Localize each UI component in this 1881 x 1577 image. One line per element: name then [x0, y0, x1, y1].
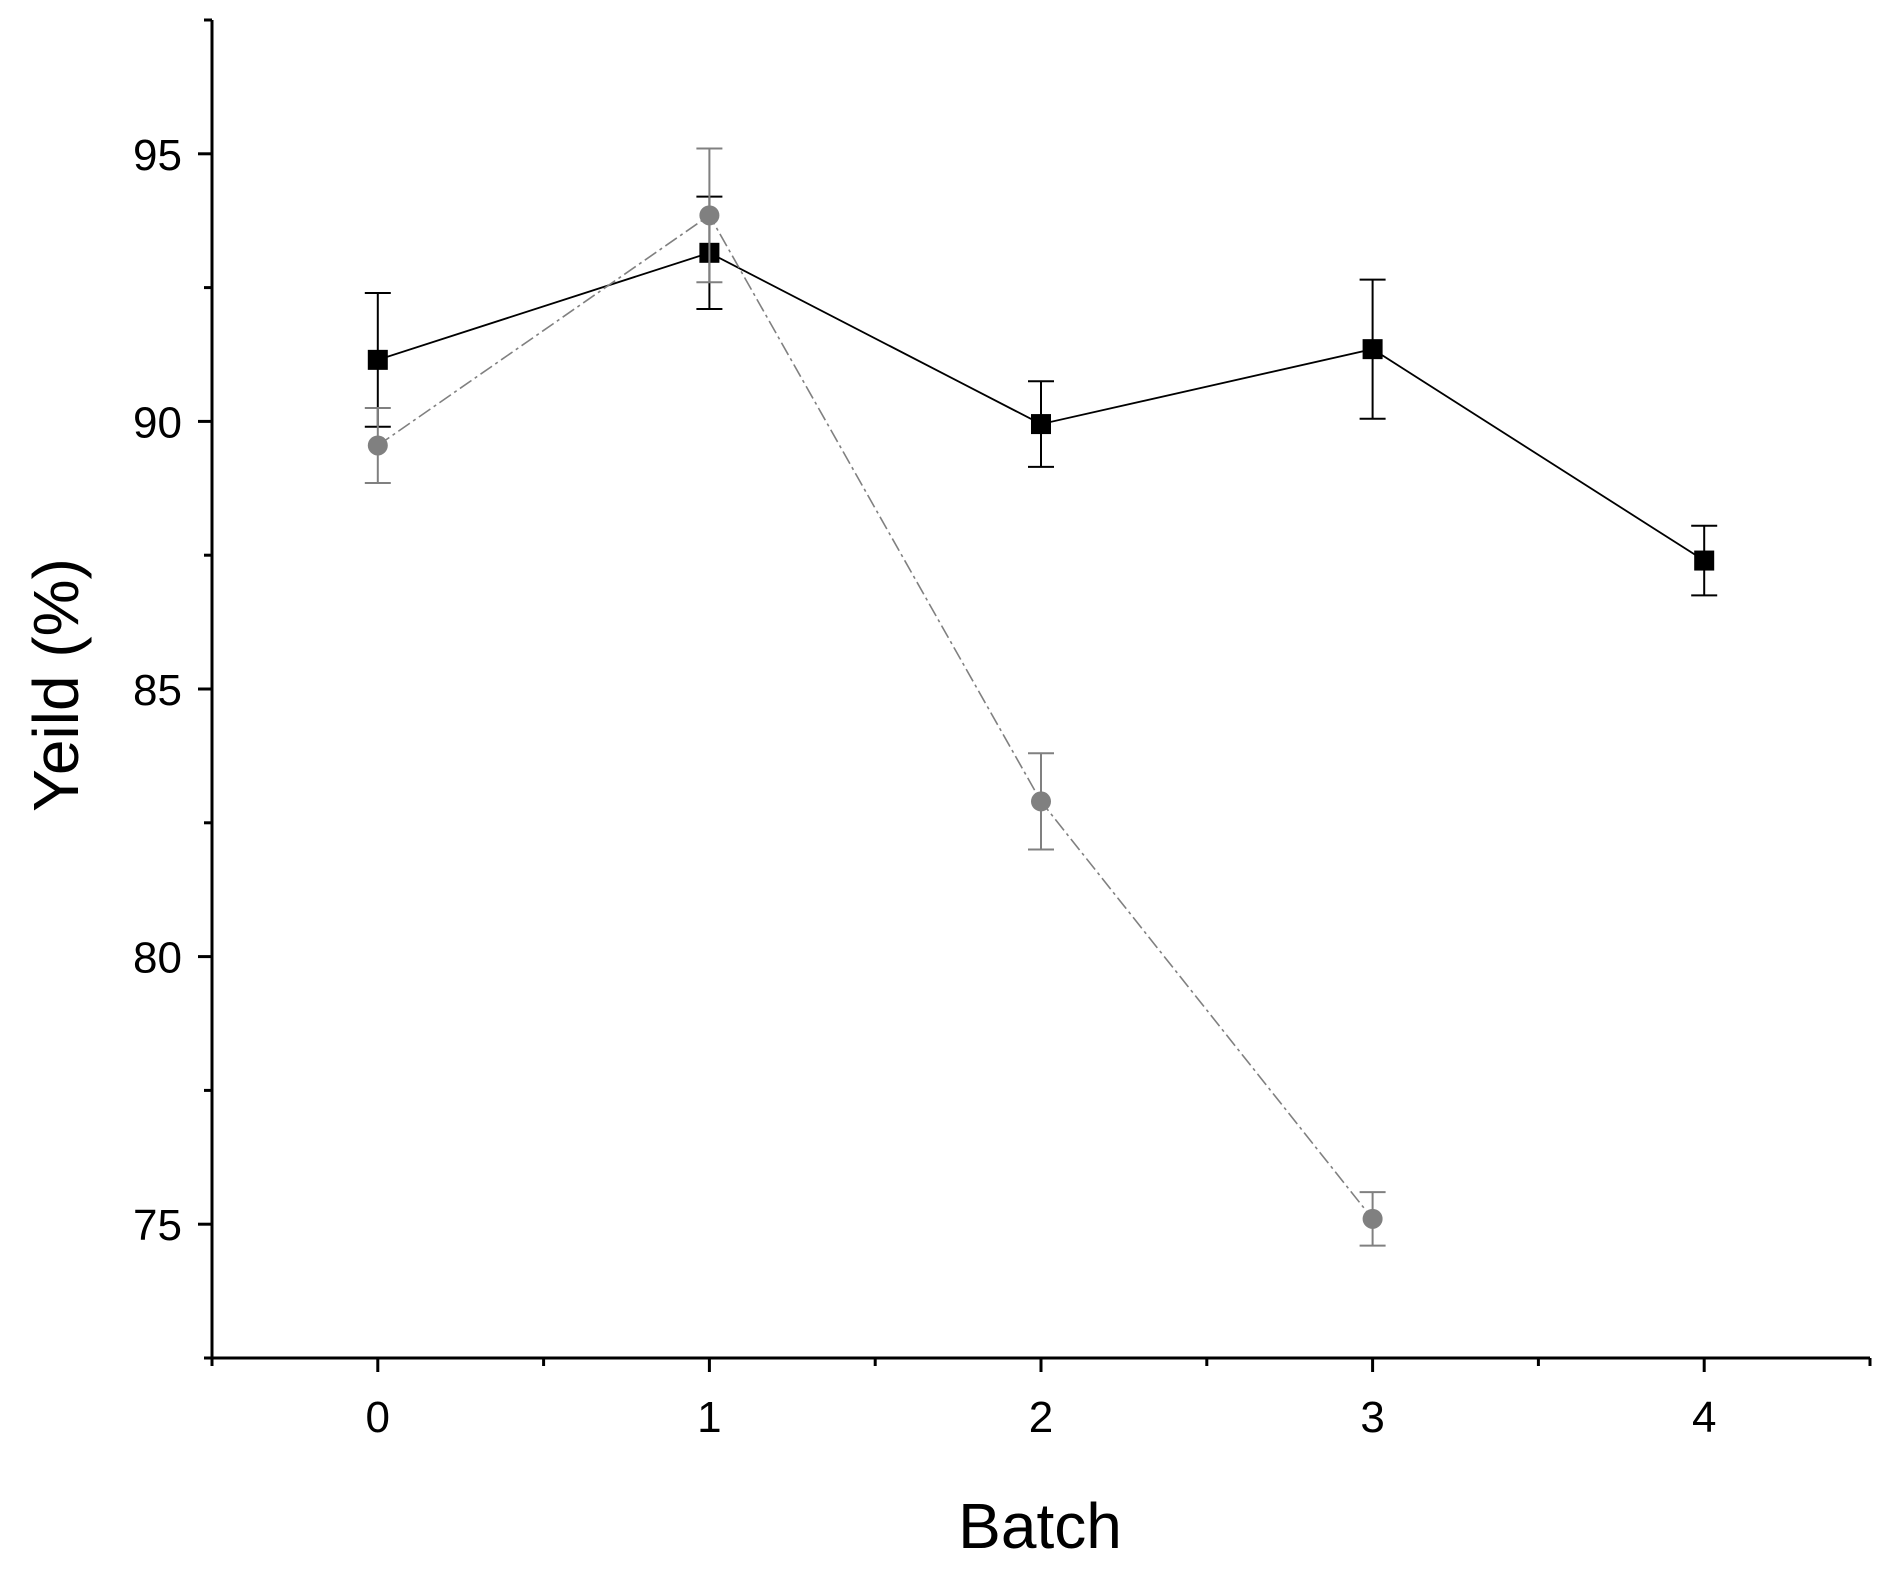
- data-point: [1694, 550, 1715, 571]
- data-point: [1031, 414, 1051, 435]
- y-tick-label: 75: [133, 1201, 182, 1250]
- data-point: [1031, 791, 1051, 812]
- plot-area: [364, 147, 1718, 1247]
- data-point: [367, 349, 388, 370]
- y-axis-title: Yeild (%): [20, 558, 92, 812]
- series-2: [364, 147, 1386, 1247]
- x-tick-label: 1: [697, 1393, 721, 1442]
- data-point: [699, 205, 720, 226]
- x-tick-label: 0: [366, 1393, 390, 1442]
- x-tick-label: 4: [1692, 1393, 1716, 1442]
- y-tick-label: 80: [133, 934, 182, 983]
- x-axis-title: Batch: [958, 1490, 1122, 1562]
- data-point: [367, 435, 388, 456]
- x-tick-label: 2: [1029, 1393, 1053, 1442]
- axis-labels: Batch Yeild (%): [20, 558, 1122, 1562]
- y-tick-label: 90: [133, 398, 182, 447]
- series-1: [364, 195, 1718, 597]
- data-point: [1362, 1208, 1383, 1229]
- data-point: [1362, 339, 1383, 360]
- y-tick-label: 85: [133, 666, 182, 715]
- axes: 75 80 85 90 95 0 1 2 3 4: [133, 18, 1872, 1442]
- y-tick-label: 95: [133, 131, 182, 180]
- series-line: [377, 214, 1374, 1220]
- x-tick-label: 3: [1360, 1393, 1384, 1442]
